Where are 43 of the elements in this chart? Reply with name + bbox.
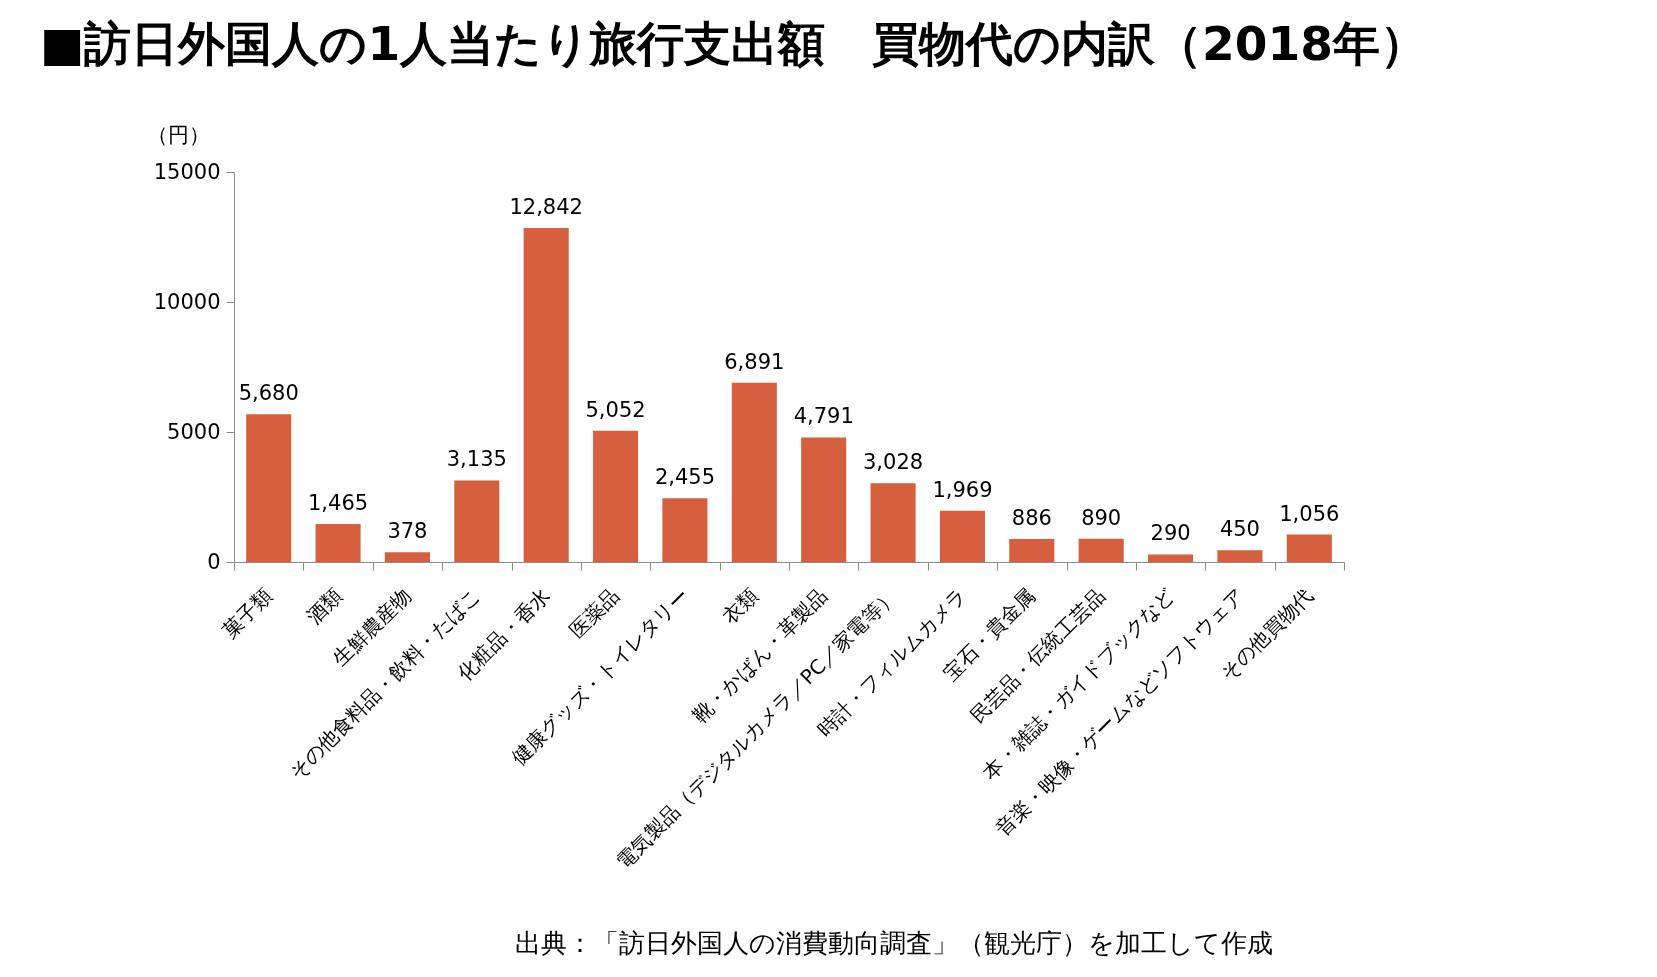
- bar: [801, 437, 847, 562]
- y-tick-label: 15000: [153, 159, 221, 184]
- bar: [246, 414, 292, 562]
- bar: [384, 552, 430, 562]
- data-label: 3,135: [446, 447, 507, 472]
- data-label: 12,842: [509, 195, 583, 220]
- y-tick-label: 5000: [167, 419, 221, 444]
- x-tick-label: 酒類: [301, 583, 347, 629]
- data-label: 2,455: [654, 465, 715, 490]
- bar: [1148, 554, 1194, 562]
- bar: [315, 523, 361, 562]
- bar: [523, 228, 569, 562]
- y-tick-label: 0: [207, 549, 221, 574]
- data-label: 1,465: [308, 490, 369, 515]
- bar: [662, 498, 708, 562]
- data-label: 4,791: [793, 404, 854, 429]
- x-tick-label: 衣類: [717, 583, 763, 629]
- x-tick-label: 医薬品: [564, 583, 624, 643]
- data-label: 378: [387, 519, 428, 544]
- bar: [454, 480, 500, 562]
- y-axis-title: （円）: [147, 122, 210, 147]
- bar: [593, 430, 639, 562]
- data-label: 450: [1219, 517, 1260, 542]
- x-tick-label: 菓子類: [217, 583, 277, 643]
- bar: [1217, 550, 1263, 562]
- bar: [1286, 534, 1332, 562]
- data-label: 886: [1011, 505, 1052, 530]
- bar: [870, 483, 916, 562]
- data-label: 3,028: [863, 450, 924, 475]
- y-tick-label: 10000: [153, 289, 221, 314]
- data-label: 5,680: [238, 381, 299, 406]
- data-label: 890: [1081, 505, 1122, 530]
- data-label: 1,969: [932, 477, 993, 502]
- source-note: 出典：「訪日外国人の消費動向調査」（観光庁）を加工して作成: [515, 928, 1273, 958]
- chart-title: ■訪日外国人の1人当たり旅行支出額 買物代の内訳（2018年）: [40, 16, 1427, 71]
- data-label: 290: [1150, 521, 1191, 546]
- data-label: 6,891: [724, 349, 785, 374]
- bar: [939, 510, 985, 562]
- bar: [731, 382, 777, 562]
- bar: [1078, 538, 1124, 562]
- data-label: 1,056: [1279, 501, 1340, 526]
- data-label: 5,052: [585, 397, 646, 422]
- bar: [1009, 538, 1055, 562]
